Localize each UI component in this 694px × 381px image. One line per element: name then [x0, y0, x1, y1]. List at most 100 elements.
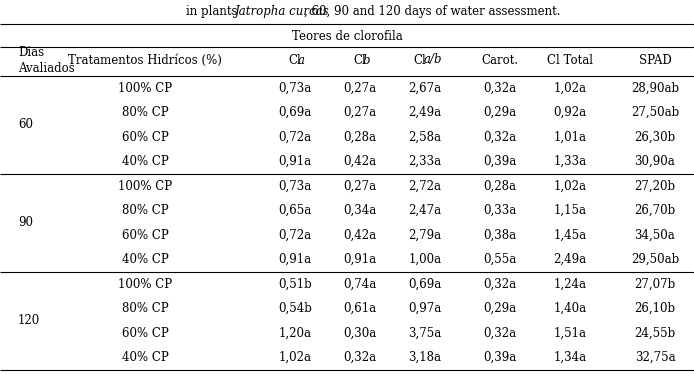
- Text: 0,91a: 0,91a: [344, 253, 377, 266]
- Text: 34,50a: 34,50a: [634, 229, 675, 242]
- Text: 100% CP: 100% CP: [118, 278, 172, 291]
- Text: 0,65a: 0,65a: [278, 204, 312, 217]
- Text: 1,01a: 1,01a: [554, 131, 586, 144]
- Text: 0,30a: 0,30a: [344, 327, 377, 340]
- Text: 2,72a: 2,72a: [409, 180, 441, 193]
- Text: 0,29a: 0,29a: [484, 302, 516, 315]
- Text: 29,50ab: 29,50ab: [631, 253, 679, 266]
- Text: 120: 120: [18, 314, 40, 328]
- Text: 0,72a: 0,72a: [278, 229, 312, 242]
- Text: 100% CP: 100% CP: [118, 82, 172, 95]
- Text: 0,61a: 0,61a: [344, 302, 377, 315]
- Text: 28,90ab: 28,90ab: [631, 82, 679, 95]
- Text: 0,32a: 0,32a: [484, 278, 516, 291]
- Text: 2,47a: 2,47a: [409, 204, 441, 217]
- Text: 0,32a: 0,32a: [484, 131, 516, 144]
- Text: 0,39a: 0,39a: [484, 155, 516, 168]
- Text: 0,72a: 0,72a: [278, 131, 312, 144]
- Text: 26,30b: 26,30b: [634, 131, 676, 144]
- Text: 2,67a: 2,67a: [409, 82, 441, 95]
- Text: 2,79a: 2,79a: [409, 229, 441, 242]
- Text: 26,10b: 26,10b: [634, 302, 675, 315]
- Text: 90: 90: [18, 216, 33, 229]
- Text: 60% CP: 60% CP: [121, 229, 169, 242]
- Text: 0,55a: 0,55a: [484, 253, 516, 266]
- Text: 0,73a: 0,73a: [278, 82, 312, 95]
- Text: 32,75a: 32,75a: [635, 351, 675, 364]
- Text: in plants: in plants: [187, 5, 242, 19]
- Text: 2,58a: 2,58a: [409, 131, 441, 144]
- Text: Teores de clorofila: Teores de clorofila: [291, 29, 403, 43]
- Text: 1,51a: 1,51a: [554, 327, 586, 340]
- Text: 0,39a: 0,39a: [484, 351, 516, 364]
- Text: 0,27a: 0,27a: [344, 180, 377, 193]
- Text: 1,20a: 1,20a: [278, 327, 312, 340]
- Text: 0,27a: 0,27a: [344, 106, 377, 119]
- Text: 0,69a: 0,69a: [278, 106, 312, 119]
- Text: 1,45a: 1,45a: [553, 229, 586, 242]
- Text: 26,70b: 26,70b: [634, 204, 676, 217]
- Text: 0,42a: 0,42a: [344, 229, 377, 242]
- Text: 0,33a: 0,33a: [484, 204, 516, 217]
- Text: 0,54b: 0,54b: [278, 302, 312, 315]
- Text: 0,27a: 0,27a: [344, 82, 377, 95]
- Text: a: a: [298, 53, 305, 67]
- Text: 27,50ab: 27,50ab: [631, 106, 679, 119]
- Text: 0,28a: 0,28a: [484, 180, 516, 193]
- Text: 1,15a: 1,15a: [554, 204, 586, 217]
- Text: 0,38a: 0,38a: [484, 229, 516, 242]
- Text: 0,69a: 0,69a: [408, 278, 441, 291]
- Text: 1,02a: 1,02a: [554, 180, 586, 193]
- Text: 24,55b: 24,55b: [634, 327, 676, 340]
- Text: Tratamentos Hidrícos (%): Tratamentos Hidrícos (%): [68, 53, 222, 67]
- Text: SPAD: SPAD: [638, 53, 671, 67]
- Text: 60% CP: 60% CP: [121, 131, 169, 144]
- Text: 40% CP: 40% CP: [121, 351, 169, 364]
- Text: Jatropha curcas: Jatropha curcas: [235, 5, 330, 19]
- Text: b: b: [363, 53, 370, 67]
- Text: Cl: Cl: [288, 53, 301, 67]
- Text: 0,28a: 0,28a: [344, 131, 377, 144]
- Text: 0,32a: 0,32a: [484, 82, 516, 95]
- Text: 1,02a: 1,02a: [554, 82, 586, 95]
- Text: 80% CP: 80% CP: [121, 204, 169, 217]
- Text: , 60, 90 and 120 days of water assessment.: , 60, 90 and 120 days of water assessmen…: [304, 5, 561, 19]
- Text: a/b: a/b: [423, 53, 442, 67]
- Text: 100% CP: 100% CP: [118, 180, 172, 193]
- Text: Cl Total: Cl Total: [547, 53, 593, 67]
- Text: 27,07b: 27,07b: [634, 278, 676, 291]
- Text: 0,73a: 0,73a: [278, 180, 312, 193]
- Text: 1,02a: 1,02a: [278, 351, 312, 364]
- Text: Cl: Cl: [353, 53, 366, 67]
- Text: 1,00a: 1,00a: [409, 253, 441, 266]
- Text: 0,92a: 0,92a: [553, 106, 586, 119]
- Text: 2,33a: 2,33a: [409, 155, 441, 168]
- Text: 0,51b: 0,51b: [278, 278, 312, 291]
- Text: 80% CP: 80% CP: [121, 106, 169, 119]
- Text: 27,20b: 27,20b: [634, 180, 675, 193]
- Text: 0,91a: 0,91a: [278, 155, 312, 168]
- Text: 0,74a: 0,74a: [344, 278, 377, 291]
- Text: 80% CP: 80% CP: [121, 302, 169, 315]
- Text: 1,40a: 1,40a: [553, 302, 586, 315]
- Text: 60: 60: [18, 118, 33, 131]
- Text: 2,49a: 2,49a: [409, 106, 441, 119]
- Text: 30,90a: 30,90a: [634, 155, 675, 168]
- Text: Cl: Cl: [414, 53, 426, 67]
- Text: 3,75a: 3,75a: [408, 327, 441, 340]
- Text: 1,33a: 1,33a: [553, 155, 586, 168]
- Text: 0,32a: 0,32a: [484, 327, 516, 340]
- Text: 0,97a: 0,97a: [408, 302, 441, 315]
- Text: Dias
Avaliados: Dias Avaliados: [18, 45, 75, 75]
- Text: 0,42a: 0,42a: [344, 155, 377, 168]
- Text: Carot.: Carot.: [482, 53, 518, 67]
- Text: 0,91a: 0,91a: [278, 253, 312, 266]
- Text: 1,24a: 1,24a: [554, 278, 586, 291]
- Text: 3,18a: 3,18a: [409, 351, 441, 364]
- Text: 60% CP: 60% CP: [121, 327, 169, 340]
- Text: 2,49a: 2,49a: [553, 253, 586, 266]
- Text: 0,32a: 0,32a: [344, 351, 377, 364]
- Text: 0,29a: 0,29a: [484, 106, 516, 119]
- Text: 1,34a: 1,34a: [553, 351, 586, 364]
- Text: 40% CP: 40% CP: [121, 155, 169, 168]
